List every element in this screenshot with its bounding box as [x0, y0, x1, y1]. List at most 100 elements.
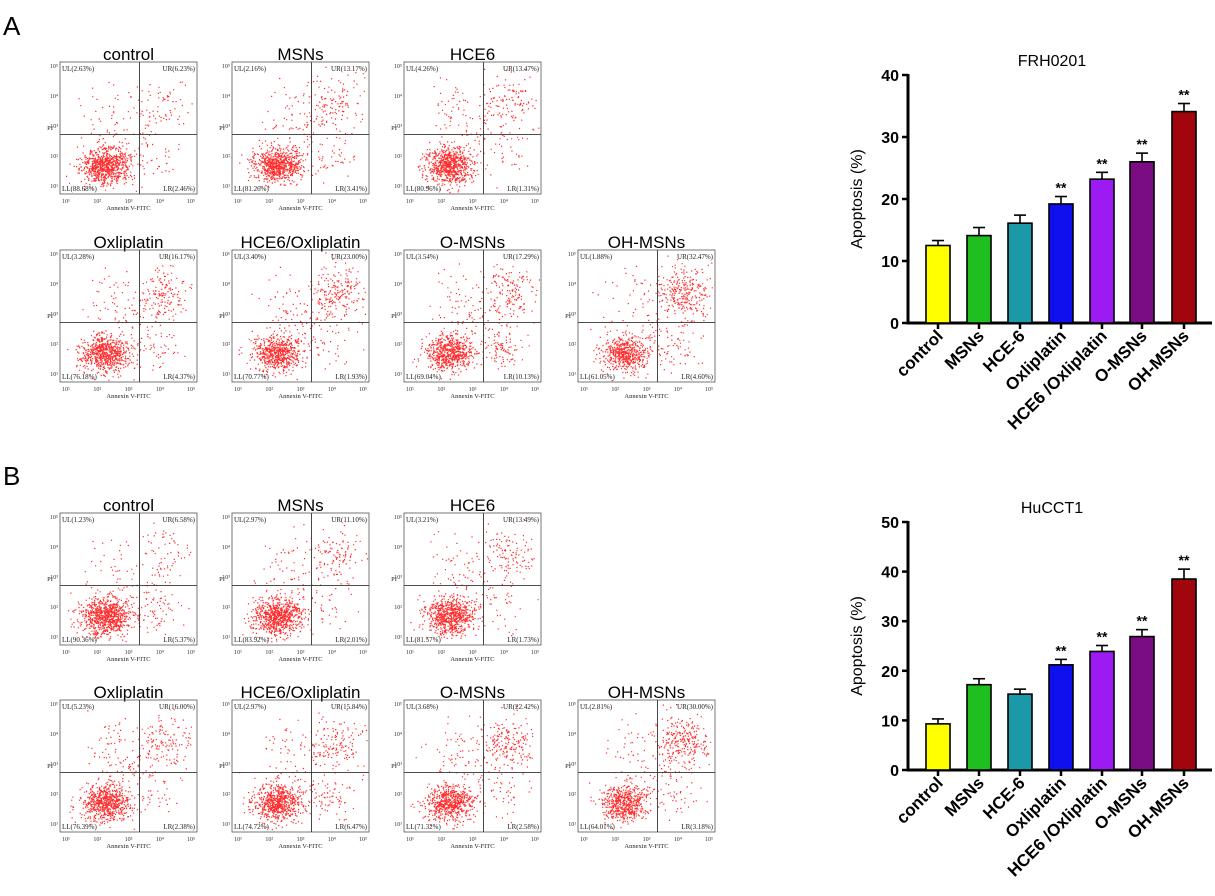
flow-dots	[66, 81, 193, 192]
flow-x-axis-label: Annexin V-FITC	[624, 843, 668, 850]
flow-x-tick: 10⁴	[156, 650, 164, 656]
flow-y-tick: 10¹	[50, 184, 58, 190]
flow-y-axis-label: PI	[47, 576, 53, 583]
flow-x-tick: 10²	[437, 650, 445, 656]
flow-x-tick: 10¹	[406, 199, 414, 205]
flow-y-axis-label: PI	[47, 313, 53, 320]
flow-y-tick: 10¹	[394, 635, 402, 641]
flow-x-tick: 10⁵	[187, 837, 195, 843]
flow-x-tick: 10⁴	[500, 387, 508, 393]
flow-x-tick: 10³	[643, 387, 651, 393]
flow-x-tick: 10²	[93, 837, 101, 843]
flow-x-tick: 10³	[643, 837, 651, 843]
flow-y-tick: 10¹	[50, 822, 58, 828]
quadrant-label-ul: UL(2.63%)	[62, 65, 95, 73]
bar	[1089, 650, 1115, 771]
flow-y-tick: 10²	[568, 792, 576, 798]
flow-x-tick: 10³	[469, 837, 477, 843]
flow-x-tick: 10³	[125, 387, 133, 393]
quadrant-label-lr: LR(4.60%)	[681, 373, 713, 381]
quadrant-label-lr: LR(1.31%)	[507, 185, 539, 193]
quadrant-label-lr: LR(5.37%)	[163, 636, 195, 644]
flow-y-tick: 10⁵	[50, 64, 58, 70]
flow-y-tick: 10²	[222, 342, 230, 348]
flow-y-tick: 10³	[50, 312, 58, 318]
flow-y-axis-label: PI	[219, 576, 225, 583]
y-tick-label: 30	[881, 130, 899, 147]
flow-y-axis-label: PI	[565, 763, 571, 770]
flow-plot: MSNs UL(2.97%) UR(11.10%) LL(83.92%) LR(2.01…	[219, 496, 370, 663]
bar	[1048, 203, 1074, 324]
flow-x-axis-label: Annexin V-FITC	[450, 843, 494, 850]
quadrant-label-ur: UR(13.49%)	[503, 516, 540, 524]
quadrant-label-ur: UR(13.17%)	[331, 65, 368, 73]
flow-plot-title: OH-MSNs	[608, 683, 685, 702]
bar-chart: FRH0201 Apoptosis (%) 0 10 20 30 40 controlMSNs…	[849, 53, 1212, 433]
flow-x-tick: 10³	[469, 650, 477, 656]
quadrant-label-ur: UR(30.00%)	[677, 703, 714, 711]
flow-y-tick: 10³	[222, 575, 230, 581]
flow-x-tick: 10⁵	[531, 387, 539, 393]
quadrant-label-ll: LL(81.26%)	[234, 185, 269, 193]
quadrant-label-ul: UL(4.26%)	[406, 65, 439, 73]
flow-x-tick: 10⁴	[328, 837, 336, 843]
quadrant-label-ur: UR(22.42%)	[503, 703, 540, 711]
flow-x-axis-label: Annexin V-FITC	[450, 205, 494, 212]
flow-y-tick: 10²	[394, 792, 402, 798]
flow-x-tick: 10¹	[406, 650, 414, 656]
quadrant-label-ul: UL(5.23%)	[62, 703, 95, 711]
flow-x-tick: 10⁴	[500, 837, 508, 843]
flow-y-axis-label: PI	[391, 125, 397, 132]
flow-y-tick: 10¹	[394, 372, 402, 378]
flow-frame	[231, 61, 370, 195]
flow-x-tick: 10²	[93, 650, 101, 656]
flow-plot-title: HCE6/Oxliplatin	[241, 683, 361, 702]
flow-x-tick: 10¹	[580, 387, 588, 393]
flow-x-tick: 10¹	[234, 199, 242, 205]
quadrant-label-ll: LL(80.96%)	[406, 185, 441, 193]
quadrant-label-ll: LL(76.18%)	[62, 373, 97, 381]
quadrant-label-ul: UL(2.16%)	[234, 65, 267, 73]
flow-x-tick: 10²	[93, 199, 101, 205]
flow-y-axis-label: PI	[565, 313, 571, 320]
flow-y-tick: 10²	[394, 154, 402, 160]
y-tick-label: 50	[881, 515, 899, 532]
y-tick-label: 40	[881, 565, 899, 582]
flow-x-tick: 10¹	[234, 387, 242, 393]
flow-frame	[59, 512, 198, 646]
flow-y-tick: 10²	[50, 605, 58, 611]
flow-cytometry-plots: control UL(2.63%) UR(6.23%) LL(88.68%) LR(2.…	[47, 45, 716, 850]
flow-plot-title: control	[103, 45, 154, 64]
flow-x-axis-label: Annexin V-FITC	[450, 393, 494, 400]
flow-x-tick: 10³	[297, 387, 305, 393]
bar-chart: HuCCT1 Apoptosis (%) 0 10 20 30 40 50 controlMSN…	[849, 500, 1212, 880]
flow-y-tick: 10³	[394, 312, 402, 318]
quadrant-label-lr: LR(2.46%)	[163, 185, 195, 193]
flow-y-tick: 10⁵	[568, 702, 576, 708]
quadrant-label-lr: LR(10.13%)	[504, 373, 540, 381]
flow-y-tick: 10³	[568, 312, 576, 318]
flow-x-tick: 10³	[297, 837, 305, 843]
flow-x-axis-label: Annexin V-FITC	[106, 205, 150, 212]
flow-x-tick: 10²	[265, 387, 273, 393]
bar	[966, 234, 992, 324]
flow-x-tick: 10⁴	[328, 199, 336, 205]
flow-plot-title: Oxliplatin	[94, 683, 164, 702]
flow-dots	[410, 518, 539, 639]
flow-y-tick: 10⁴	[50, 94, 58, 100]
flow-y-tick: 10¹	[568, 822, 576, 828]
quadrant-label-lr: LR(2.01%)	[335, 636, 367, 644]
flow-y-tick: 10⁵	[50, 702, 58, 708]
flow-frame	[577, 699, 716, 833]
flow-y-axis-label: PI	[219, 125, 225, 132]
flow-frame	[403, 512, 542, 646]
flow-y-tick: 10⁴	[50, 732, 58, 738]
quadrant-label-lr: LR(2.38%)	[163, 823, 195, 831]
flow-y-tick: 10¹	[50, 635, 58, 641]
flow-frame	[231, 699, 370, 833]
